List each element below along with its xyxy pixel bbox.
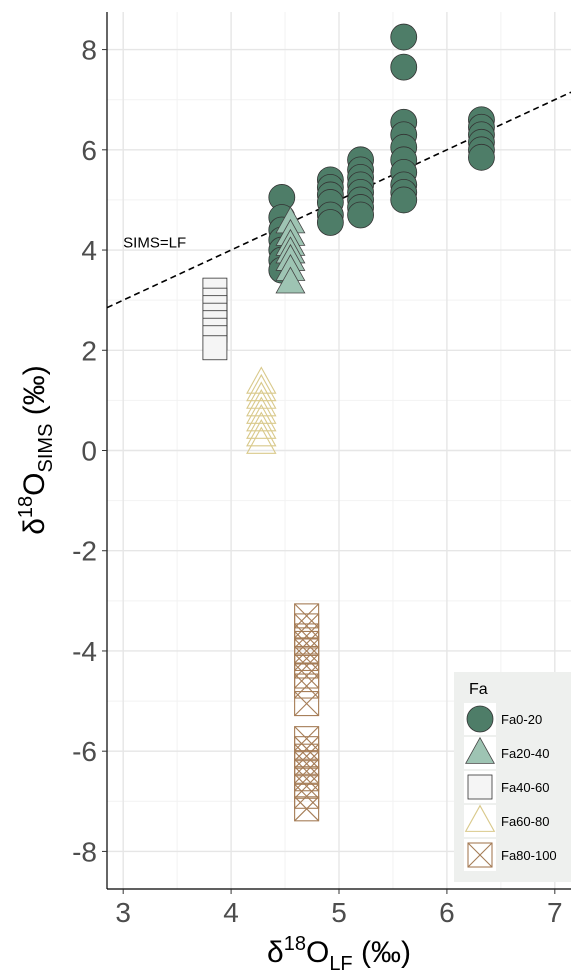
data-point — [294, 673, 320, 699]
data-point — [468, 143, 495, 171]
data-point — [246, 419, 277, 447]
data-point — [294, 691, 320, 717]
data-points — [202, 23, 495, 822]
data-point — [246, 388, 277, 417]
data-point — [390, 186, 418, 214]
x-tick-label: 5 — [331, 897, 347, 928]
data-point — [390, 23, 418, 51]
legend-key-symbol — [466, 705, 494, 733]
legend-label: Fa0-20 — [501, 712, 542, 727]
data-point — [246, 396, 277, 424]
y-tick-label: 8 — [81, 35, 97, 66]
y-tick-label: -2 — [72, 536, 97, 567]
data-point — [347, 201, 374, 229]
legend: Fa Fa0-20 Fa20-40 Fa40-60 Fa60-80 Fa80-100 — [454, 672, 571, 882]
x-tick-label: 3 — [115, 897, 131, 928]
data-point — [390, 53, 418, 81]
legend-label: Fa80-100 — [501, 848, 557, 863]
data-point — [246, 426, 277, 454]
data-point — [246, 411, 277, 439]
y-tick-label: -4 — [72, 636, 97, 667]
data-point — [246, 403, 277, 432]
x-tick-label: 6 — [439, 897, 455, 928]
data-point — [316, 209, 344, 236]
data-point — [202, 335, 228, 361]
y-axis-ticks: -8 -6 -4 -2 0 2 4 6 8 — [72, 35, 107, 867]
reference-line-label: SIMS=LF — [123, 235, 186, 252]
legend-title: Fa — [469, 681, 488, 698]
data-point — [275, 266, 306, 294]
legend-key-symbol — [467, 774, 493, 800]
y-tick-label: 0 — [81, 436, 97, 467]
data-point — [246, 381, 277, 409]
legend-label: Fa20-40 — [501, 746, 549, 761]
x-axis-ticks: 3 4 5 6 7 — [115, 889, 563, 928]
x-tick-label: 4 — [223, 897, 239, 928]
data-point — [294, 796, 320, 822]
legend-key-symbol — [464, 804, 496, 832]
x-axis-title: δ18OLF (‰) — [267, 933, 411, 971]
y-tick-label: 2 — [81, 335, 97, 366]
y-axis-title: δ18OSIMS (‰) — [15, 365, 57, 535]
data-point — [246, 366, 277, 394]
y-tick-label: -8 — [72, 836, 97, 867]
data-point — [246, 373, 277, 402]
legend-key-symbol — [467, 842, 493, 868]
legend-key-symbol — [465, 736, 495, 764]
x-tick-label: 7 — [547, 897, 563, 928]
legend-key-background — [464, 805, 496, 837]
y-tick-label: 6 — [81, 135, 97, 166]
y-tick-label: -6 — [72, 736, 97, 767]
y-tick-label: 4 — [81, 235, 97, 266]
legend-label: Fa40-60 — [501, 780, 549, 795]
legend-label: Fa60-80 — [501, 814, 549, 829]
